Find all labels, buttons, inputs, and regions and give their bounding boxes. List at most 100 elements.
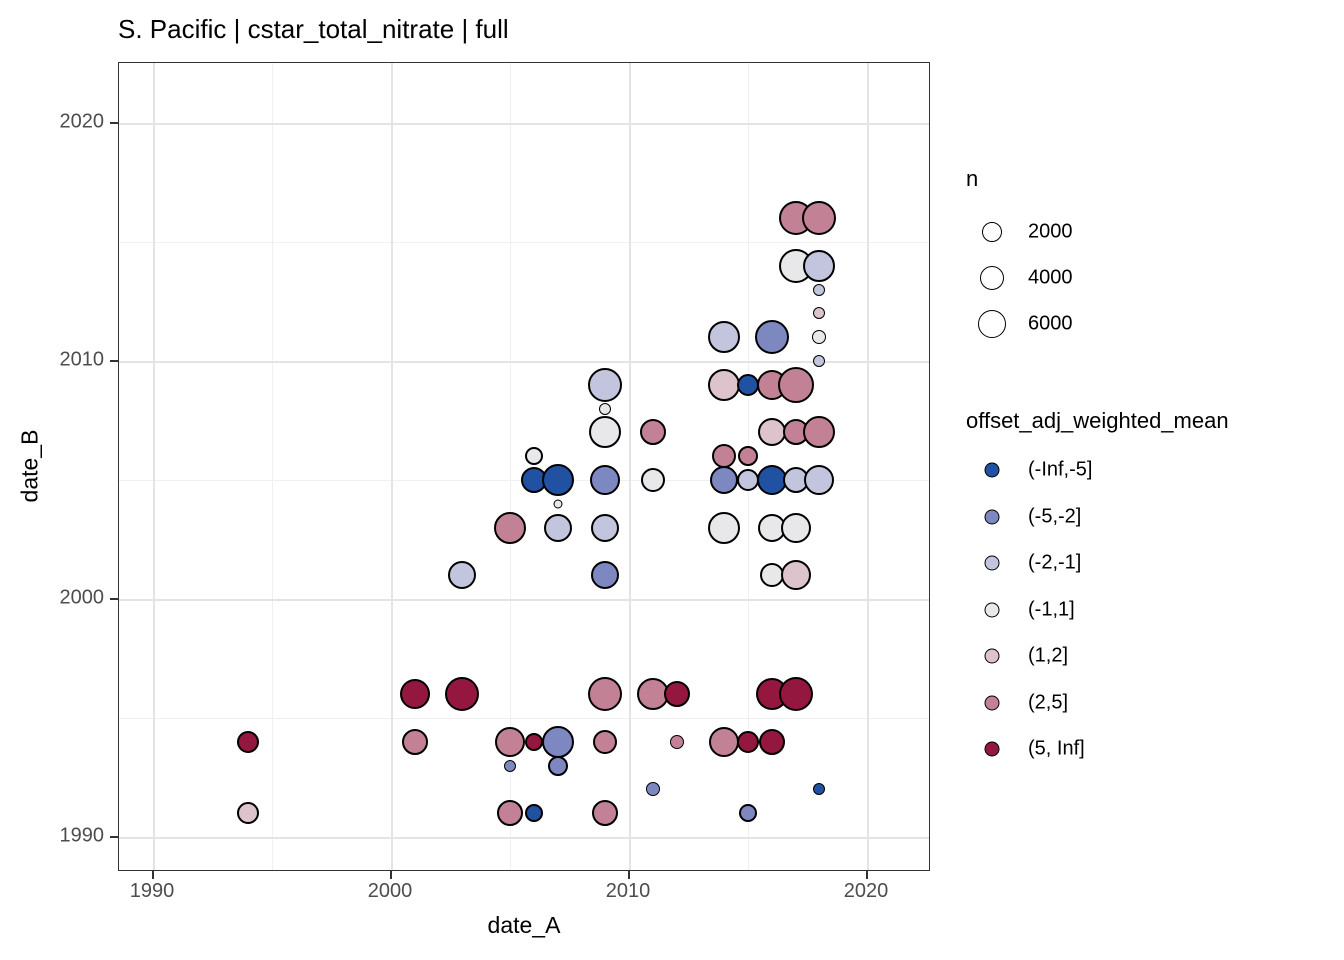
data-point [803, 249, 836, 282]
data-point [524, 732, 543, 751]
x-minor-gridline [272, 63, 273, 870]
x-tick-label: 2020 [843, 880, 889, 902]
color-legend-label: (-2,-1] [1028, 551, 1082, 574]
data-point [547, 755, 568, 776]
size-legend-label: 2000 [1028, 220, 1073, 243]
color-legend-key-circle [984, 695, 1000, 710]
data-point [524, 447, 543, 466]
x-major-gridline [391, 63, 393, 870]
data-point [553, 499, 563, 509]
data-point [591, 561, 620, 590]
data-point [754, 320, 789, 355]
data-point [524, 804, 543, 823]
y-axis-tick [110, 360, 118, 362]
y-axis-tick [110, 598, 118, 600]
x-major-gridline [629, 63, 631, 870]
x-major-gridline [867, 63, 869, 870]
color-legend-key-circle [984, 741, 1000, 757]
data-point [812, 330, 827, 345]
color-legend-label: (-Inf,-5] [1028, 458, 1093, 481]
data-point [737, 373, 759, 396]
data-point [237, 802, 260, 825]
data-point [494, 511, 526, 544]
data-point [639, 419, 666, 446]
data-point [645, 782, 660, 797]
y-tick-label: 2020 [59, 110, 105, 133]
data-point [541, 464, 574, 496]
y-axis-tick [110, 122, 118, 124]
data-point [758, 728, 785, 755]
color-legend-label: (-1,1] [1028, 598, 1075, 620]
color-legend-label: (-5,-2] [1028, 505, 1082, 527]
data-point [591, 513, 620, 542]
data-point [803, 416, 836, 449]
y-major-gridline [119, 599, 929, 601]
x-tick-label: 2000 [367, 880, 413, 902]
data-point [448, 561, 477, 590]
y-major-gridline [119, 837, 929, 839]
x-minor-gridline [748, 63, 749, 870]
data-point [813, 283, 826, 296]
x-tick-label: 1990 [129, 880, 175, 902]
size-legend-title: n [966, 166, 979, 191]
data-point [778, 677, 813, 712]
data-point [588, 367, 623, 402]
data-point [712, 444, 737, 469]
data-point [777, 366, 814, 403]
chart-title: S. Pacific | cstar_total_nitrate | full [118, 14, 509, 44]
data-point [802, 201, 837, 236]
y-tick-label: 2010 [59, 348, 105, 371]
data-point [757, 418, 786, 447]
y-axis-title: date_B [16, 429, 43, 503]
data-point [739, 804, 757, 823]
data-point [589, 416, 622, 449]
data-point [599, 402, 612, 415]
data-point [710, 466, 739, 494]
color-legend-key-circle [984, 648, 1000, 664]
x-minor-gridline [510, 63, 511, 870]
data-point [497, 800, 523, 827]
data-point [780, 512, 811, 543]
x-tick-label: 2010 [605, 880, 651, 902]
data-point [780, 560, 811, 591]
data-point [593, 729, 618, 754]
y-minor-gridline [119, 242, 929, 243]
data-point [669, 734, 684, 749]
size-legend-key-circle [978, 310, 1006, 338]
x-axis-tick [866, 871, 868, 879]
y-axis-tick [110, 836, 118, 838]
data-point [541, 725, 574, 758]
plot-panel [118, 62, 930, 871]
data-point [709, 726, 740, 757]
y-minor-gridline [119, 718, 929, 719]
data-point [708, 321, 741, 354]
color-legend-title: offset_adj_weighted_mean [966, 408, 1229, 433]
x-axis-title: date_A [487, 912, 561, 938]
color-legend-label: (2,5] [1028, 691, 1069, 713]
data-point [663, 681, 690, 708]
size-legend-key-circle [980, 266, 1004, 290]
data-point [804, 465, 835, 495]
data-point [504, 759, 516, 772]
y-major-gridline [119, 361, 929, 363]
color-legend-label: (1,2] [1028, 644, 1069, 667]
color-legend-key-circle [984, 602, 1000, 617]
data-point [401, 728, 428, 755]
data-point [543, 513, 572, 542]
data-point [738, 446, 758, 467]
data-point [813, 355, 826, 367]
size-legend-label: 6000 [1028, 312, 1073, 335]
data-point [640, 468, 665, 492]
y-major-gridline [119, 123, 929, 125]
data-point [445, 677, 480, 712]
x-axis-tick [152, 871, 154, 879]
data-point [813, 783, 826, 796]
color-legend-label: (5, Inf] [1028, 737, 1085, 760]
x-major-gridline [153, 63, 155, 870]
y-tick-label: 1990 [59, 824, 105, 847]
size-legend-key-circle [982, 222, 1002, 242]
data-point [737, 469, 759, 491]
size-legend-label: 4000 [1028, 266, 1073, 289]
data-point [495, 726, 525, 757]
